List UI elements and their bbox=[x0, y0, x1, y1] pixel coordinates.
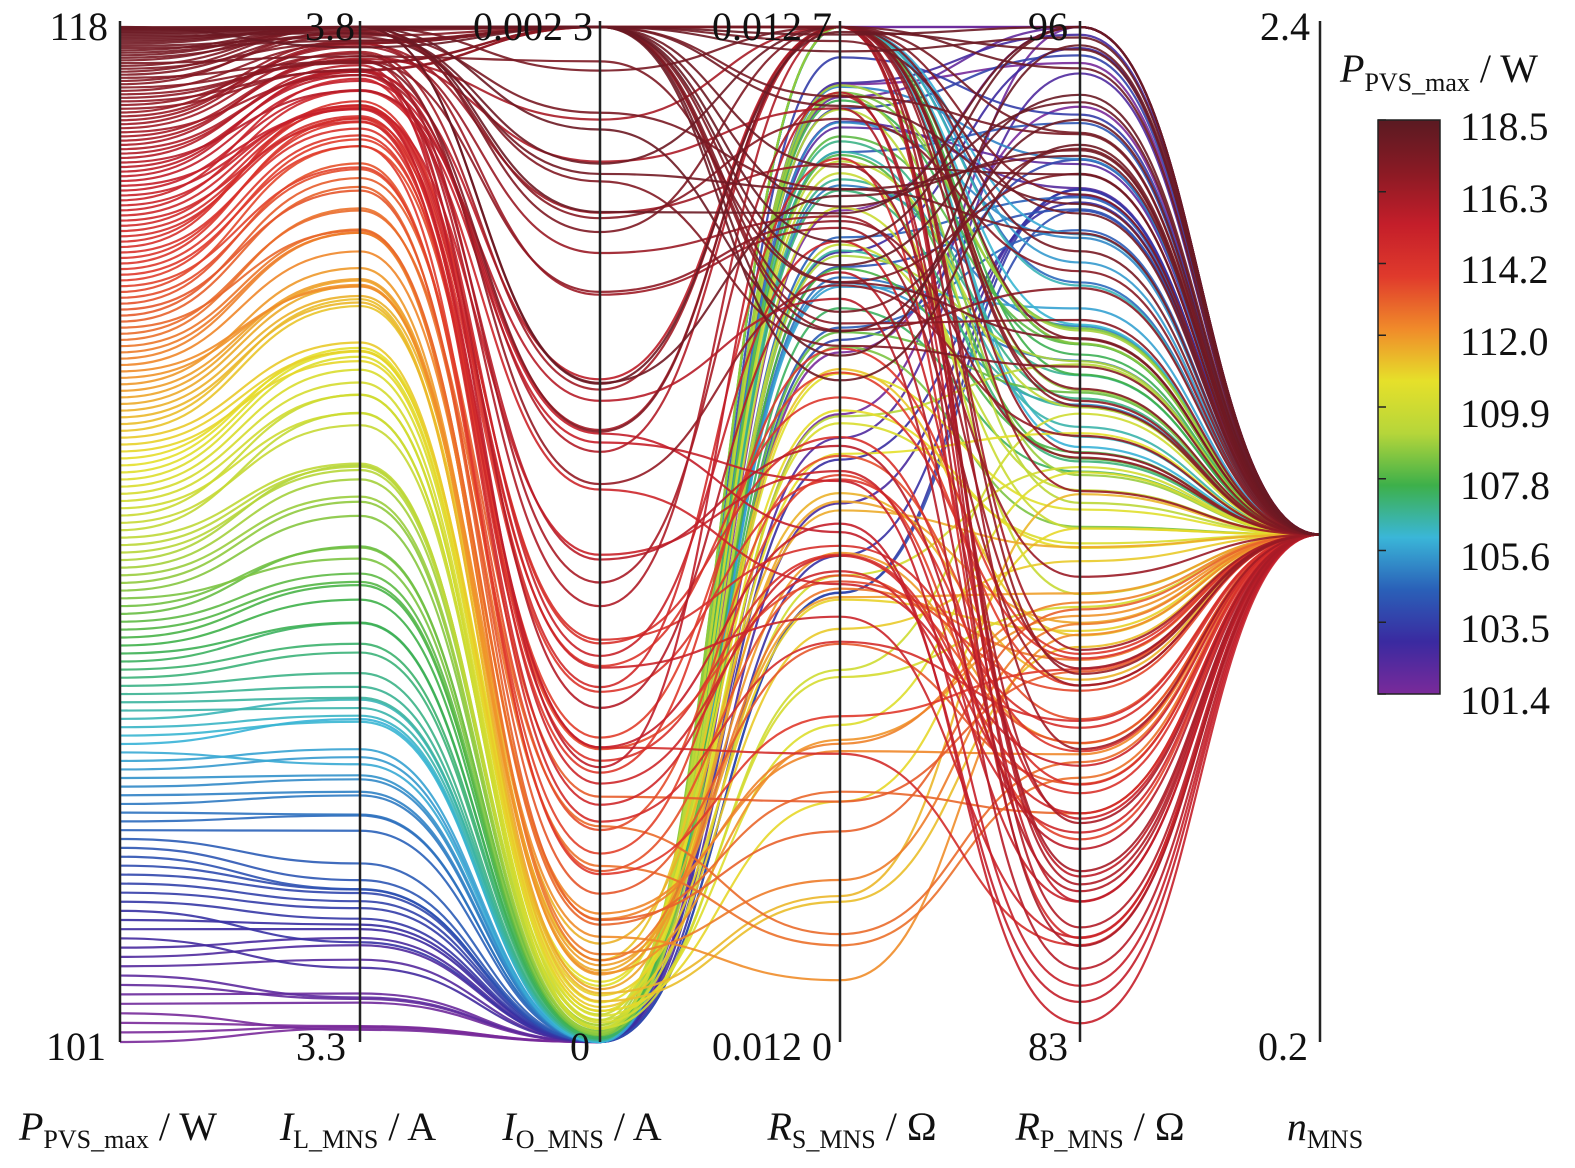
axis-n-max-label: 2.4 bbox=[1260, 4, 1310, 49]
colorbar-label-0: 118.5 bbox=[1460, 104, 1549, 149]
axis-rs-max-label: 0.012 7 bbox=[712, 4, 832, 49]
colorbar: PPVS_max / W 118.5 116.3 114.2 112.0 109… bbox=[1339, 46, 1550, 723]
colorbar-label-5: 107.8 bbox=[1460, 463, 1550, 508]
axis-il-min-label: 3.3 bbox=[296, 1024, 346, 1069]
axis-il-max-label: 3.8 bbox=[305, 4, 355, 49]
colorbar-label-8: 101.4 bbox=[1460, 678, 1550, 723]
series-line bbox=[119, 105, 1321, 729]
series-line bbox=[119, 250, 1321, 915]
colorbar-label-7: 103.5 bbox=[1460, 606, 1550, 651]
axis-tick-labels: 118 101 3.8 3.3 0.002 3 0 0.012 7 0.012 … bbox=[46, 4, 1310, 1069]
colorbar-title: PPVS_max / W bbox=[1339, 46, 1538, 97]
series-line bbox=[119, 25, 1321, 886]
polyline-layer bbox=[119, 25, 1321, 1044]
axis-rp-title: RP_MNS / Ω bbox=[1014, 1104, 1184, 1154]
series-line bbox=[119, 25, 1321, 751]
axis-ppvs-max-label: 118 bbox=[49, 4, 108, 49]
axis-il-title: IL_MNS / A bbox=[279, 1104, 436, 1154]
colorbar-label-3: 112.0 bbox=[1460, 319, 1549, 364]
axis-n-min-label: 0.2 bbox=[1258, 1024, 1308, 1069]
axis-io-min-label: 0 bbox=[570, 1024, 590, 1069]
series-line bbox=[119, 32, 1321, 536]
series-line bbox=[119, 56, 1321, 1044]
series-line bbox=[119, 108, 1321, 1025]
axis-io-max-label: 0.002 3 bbox=[473, 4, 593, 49]
axis-rp-max-label: 96 bbox=[1028, 4, 1068, 49]
series-line bbox=[119, 209, 1321, 936]
colorbar-label-2: 114.2 bbox=[1460, 247, 1549, 292]
axis-io-title: IO_MNS / A bbox=[501, 1104, 661, 1154]
series-line bbox=[119, 166, 1321, 855]
axis-titles: PPVS_max / W IL_MNS / A IO_MNS / A RS_MN… bbox=[18, 1104, 1363, 1154]
axis-ppvs-min-label: 101 bbox=[46, 1024, 106, 1069]
series-line bbox=[119, 108, 1321, 1022]
series-line bbox=[119, 72, 1321, 1044]
colorbar-tick-labels: 118.5 116.3 114.2 112.0 109.9 107.8 105.… bbox=[1460, 104, 1550, 723]
axis-rs-min-label: 0.012 0 bbox=[712, 1024, 832, 1069]
axis-rs-title: RS_MNS / Ω bbox=[766, 1104, 936, 1154]
axes-layer bbox=[118, 21, 1322, 1042]
colorbar-label-6: 105.6 bbox=[1460, 534, 1550, 579]
colorbar-gradient bbox=[1377, 119, 1441, 695]
colorbar-label-1: 116.3 bbox=[1460, 176, 1549, 221]
axis-n-title: nMNS bbox=[1287, 1104, 1363, 1154]
series-line bbox=[119, 207, 1321, 947]
colorbar-ticks bbox=[1378, 119, 1386, 695]
axis-ppvs-title: PPVS_max / W bbox=[18, 1104, 217, 1154]
series-line bbox=[119, 172, 1321, 1016]
axis-rp-min-label: 83 bbox=[1028, 1024, 1068, 1069]
colorbar-label-4: 109.9 bbox=[1460, 391, 1550, 436]
